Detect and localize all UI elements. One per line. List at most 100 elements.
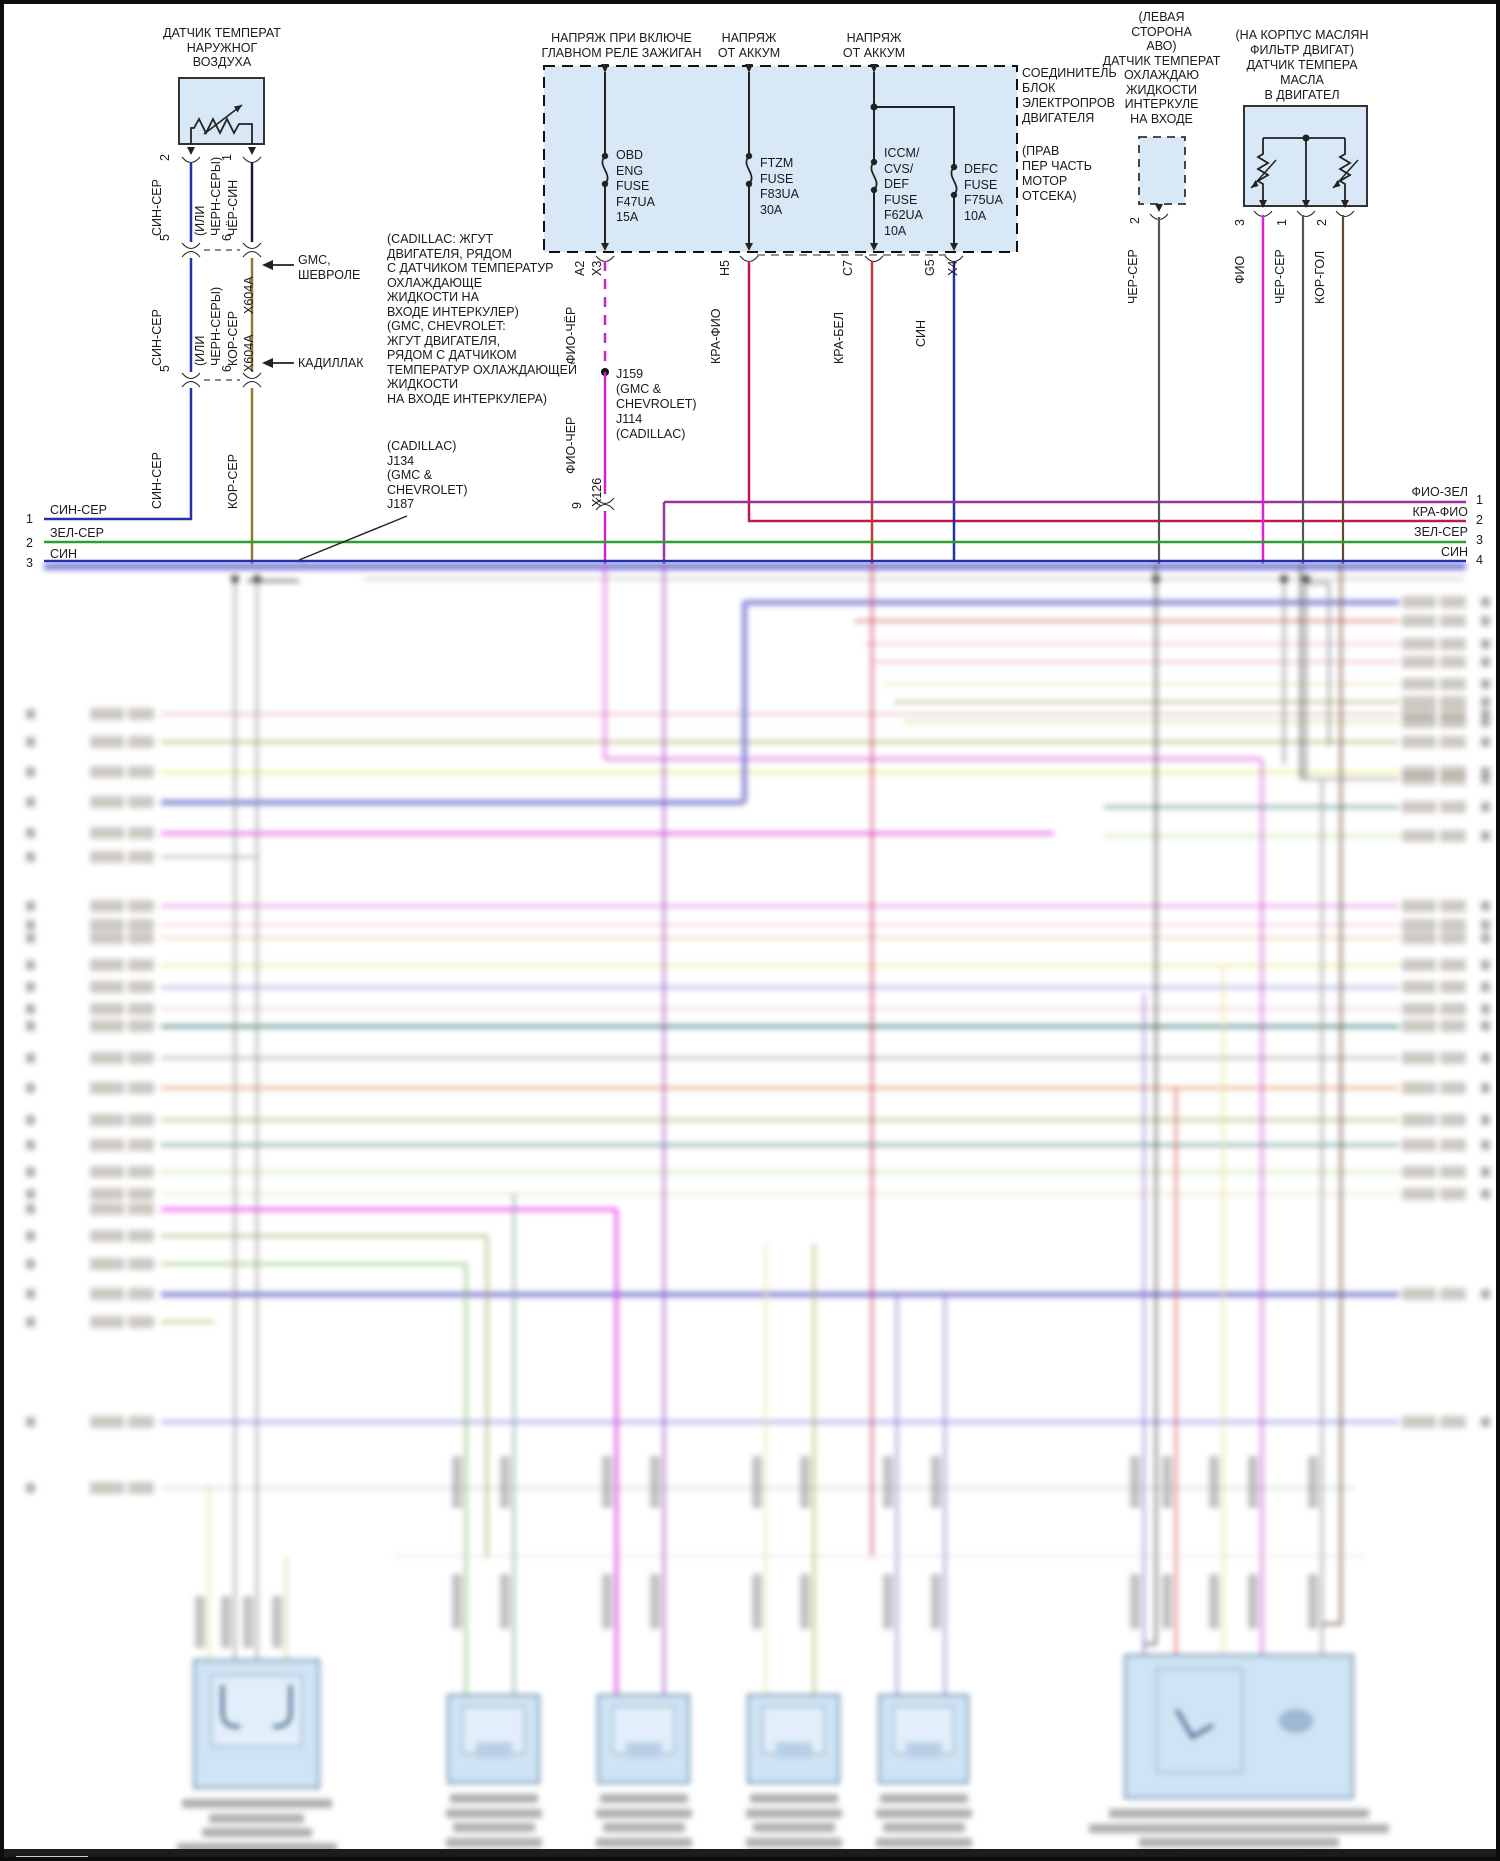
blurred-wire-label — [1402, 773, 1436, 785]
fuse-output-wires — [595, 261, 1466, 564]
air-sensor-wires — [44, 162, 294, 564]
pin-x3: X3 — [590, 260, 604, 276]
blurred-wire-label — [128, 1288, 154, 1300]
blurred-wire-label — [1402, 696, 1436, 708]
blurred-caption-line — [595, 1808, 692, 1818]
blurred-wire-label — [90, 1003, 124, 1015]
blurred-wire-row — [161, 1192, 1399, 1196]
blurred-vertical-label — [1248, 1456, 1258, 1508]
harness-note: (CADILLAC: ЖГУТ ДВИГАТЕЛЯ, РЯДОМ С ДАТЧИ… — [387, 232, 578, 406]
splice-codes-note: (CADILLAC) J134 (GMC & CHEVROLET) J187 — [387, 439, 468, 511]
blurred-vertical-label — [931, 1574, 941, 1629]
blurred-pin-number — [26, 1417, 35, 1427]
blurred-wire-label — [90, 900, 124, 912]
conn2-pin-6: 6 — [220, 365, 234, 372]
blurred-wire-label — [90, 1052, 124, 1064]
blurred-wire-vertical — [662, 562, 666, 1709]
blurred-connector-box-inner — [762, 1706, 825, 1754]
conn1-pin-5: 5 — [158, 234, 172, 241]
blurred-caption-line — [1139, 1838, 1339, 1847]
wire-label-sin: СИН — [914, 319, 928, 347]
conn2-pin-5: 5 — [158, 365, 172, 372]
blurred-wire-label — [90, 932, 124, 944]
blurred-wire-label — [128, 900, 154, 912]
wire-label-sin-ser-3: СИН-СЕР — [150, 452, 164, 509]
blurred-pin-number — [1481, 1053, 1490, 1063]
blurred-pin-number — [1481, 960, 1490, 970]
blurred-wire-row — [161, 1024, 1399, 1028]
blurred-pin-number — [1481, 717, 1490, 727]
blurred-wire-label — [1440, 919, 1466, 931]
blurred-wire-label — [90, 1020, 124, 1032]
blurred-symbol — [625, 1742, 662, 1758]
fuse-defc: DEFC FUSE F75UA 10A — [964, 162, 1003, 223]
blurred-wire-label — [1402, 1114, 1436, 1126]
blurred-wire-label — [1440, 1166, 1466, 1178]
wire-label-fio: ФИО — [1233, 255, 1247, 284]
blurred-wire-label — [128, 736, 154, 748]
blurred-wire-vertical — [765, 1244, 767, 1709]
wire-label-or-2a: (ИЛИ — [193, 335, 207, 366]
blurred-wire-label — [1402, 1082, 1436, 1094]
blurred-wire-label — [1440, 830, 1466, 842]
blurred-wire-vertical — [1155, 562, 1157, 1644]
blurred-vertical-label — [1308, 1456, 1318, 1508]
blurred-wire-row — [161, 1056, 1399, 1060]
blurred-wire-vertical — [1174, 1088, 1178, 1659]
blurred-pin-number — [26, 709, 35, 719]
blurred-wire-label — [1402, 932, 1436, 944]
blurred-wire-vertical — [895, 1294, 899, 1709]
blurred-vertical-label — [1209, 1456, 1219, 1508]
blurred-wire-jog — [1306, 582, 1329, 584]
blurred-pin-number — [1481, 920, 1490, 930]
blurred-wire-label — [1402, 596, 1436, 608]
blurred-vertical-label — [1308, 1574, 1318, 1629]
blurred-vertical-label — [752, 1574, 762, 1629]
blurred-wire-label — [1402, 678, 1436, 690]
blurred-pin-number — [1481, 1115, 1490, 1125]
wire-label-or-1a: (ИЛИ — [193, 205, 207, 236]
blurred-wire-vertical — [234, 579, 236, 1669]
blurred-wire-vertical — [486, 1236, 488, 1557]
blurred-wire-label — [90, 1139, 124, 1151]
blurred-wire-label — [1402, 900, 1436, 912]
blurred-caption-line — [875, 1837, 972, 1847]
blurred-caption-line — [875, 1808, 972, 1818]
blurred-caption-line — [1089, 1823, 1389, 1833]
blurred-wire-row — [161, 985, 1399, 989]
blurred-wire-label — [1402, 981, 1436, 993]
blurred-wire-label — [1402, 1166, 1436, 1178]
blurred-wire-label — [128, 1258, 154, 1270]
right-row-4-label: СИН — [1440, 545, 1468, 559]
blurred-pin-number — [1481, 1167, 1490, 1177]
right-row-3-label: ЗЕЛ-СЕР — [1414, 525, 1468, 539]
blurred-symbol — [221, 1685, 240, 1728]
blurred-vertical-label — [221, 1596, 231, 1648]
fusebox-header-ignition: НАПРЯЖ ПРИ ВКЛЮЧЕ ГЛАВНОМ РЕЛЕ ЗАЖИГАН — [541, 31, 702, 60]
blurred-caption-line — [201, 1828, 312, 1837]
pin-x4: X4 — [946, 260, 960, 276]
blurred-wire-row — [605, 757, 1261, 761]
blurred-wire-row — [161, 799, 744, 805]
blurred-wire-row — [161, 963, 1399, 967]
blurred-wire-jog — [1144, 1643, 1156, 1645]
blurred-wire-vertical — [1340, 562, 1342, 1624]
blurred-wire-label — [1440, 1082, 1466, 1094]
blurred-pin-number — [26, 920, 35, 930]
blurred-wire-label — [128, 981, 154, 993]
blurred-wire-label — [1402, 801, 1436, 813]
blurred-pin-number — [26, 901, 35, 911]
oil-pin-3: 3 — [1233, 219, 1247, 226]
left-row-3-label: СИН — [50, 547, 78, 561]
blurred-wire-vertical — [1305, 579, 1307, 779]
blurred-vertical-label — [800, 1456, 810, 1508]
blurred-pin-number — [1481, 657, 1490, 667]
wire-label-kra-fio: КРА-ФИО — [709, 308, 723, 365]
blurred-wire-label — [90, 981, 124, 993]
blurred-pin-number — [1481, 737, 1490, 747]
blurred-wire-label — [1402, 830, 1436, 842]
blurred-wire-vertical — [870, 562, 874, 1557]
blurred-wire-vertical — [256, 579, 258, 1669]
blurred-caption-line — [752, 1823, 835, 1832]
blurred-pin-number — [26, 737, 35, 747]
